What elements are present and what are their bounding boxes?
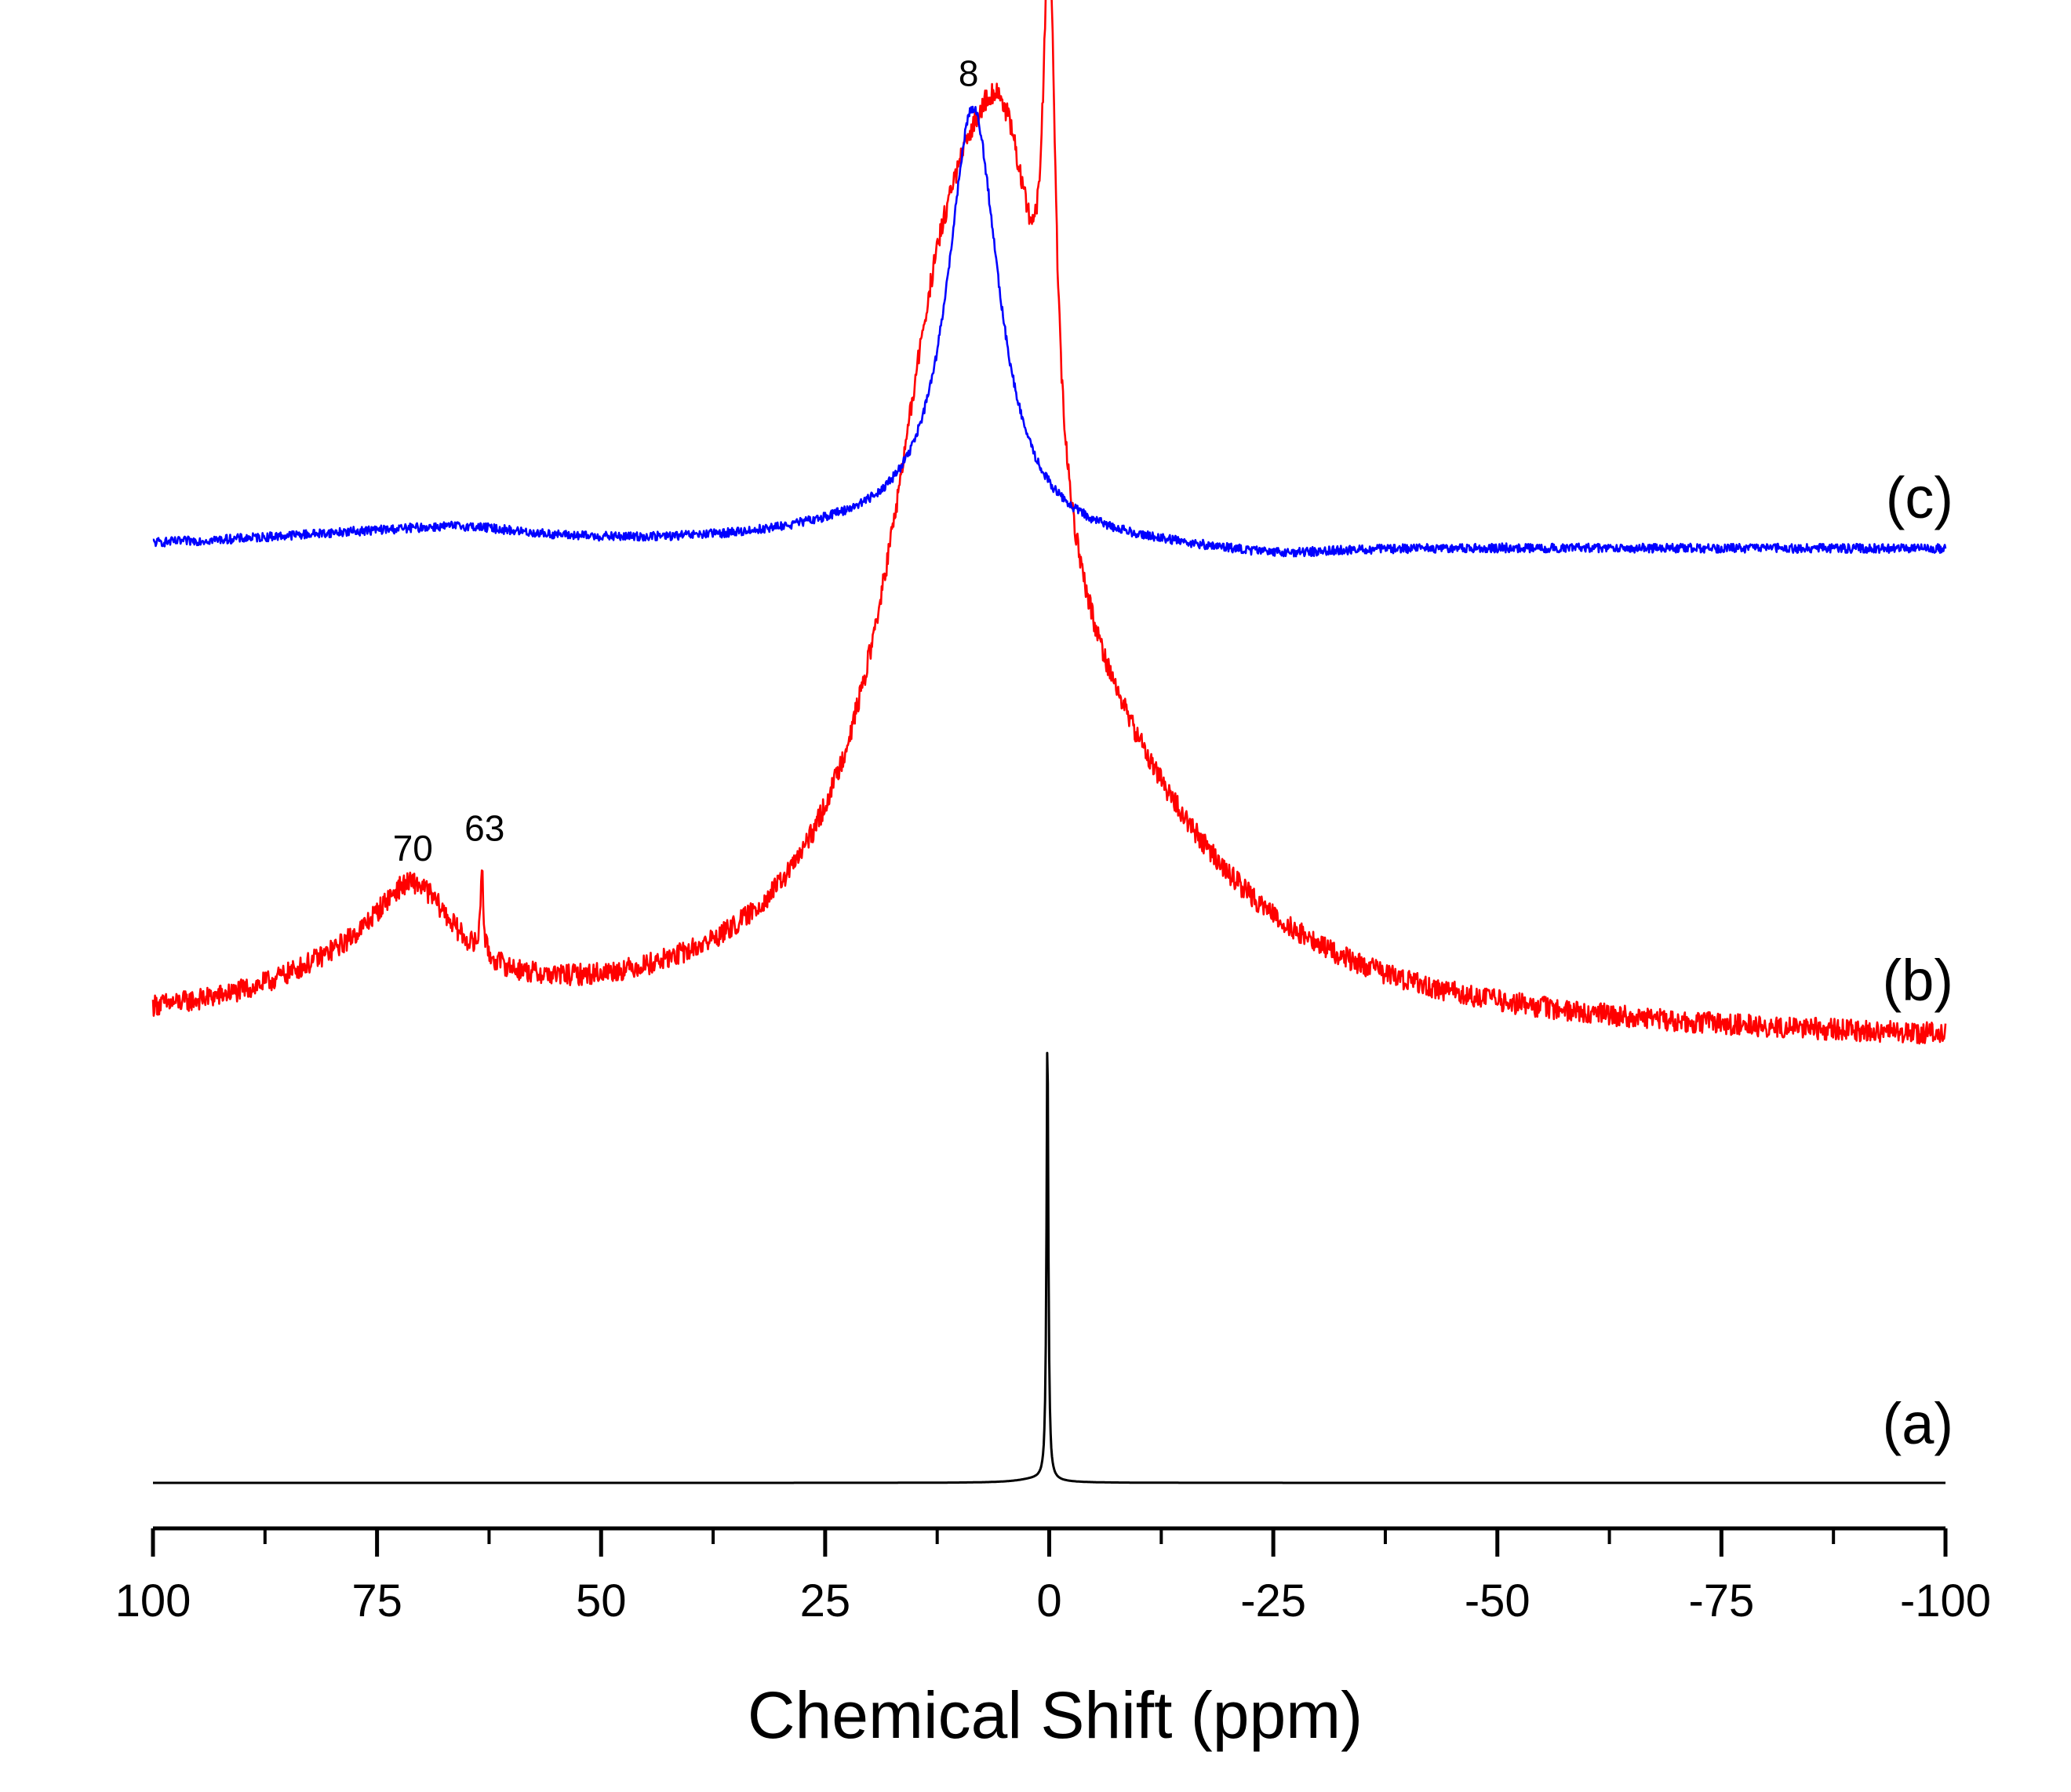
x-tick-label: 0 (1036, 1575, 1061, 1626)
spectrum-traces (151, 0, 1947, 1484)
x-tick-label: -75 (1688, 1575, 1754, 1626)
x-tick-label: 50 (576, 1575, 627, 1626)
peak-label: 8 (959, 53, 979, 93)
x-axis-tick-labels: 100 75 50 25 0 -25 -50 -75 -100 (115, 1575, 1991, 1626)
peak-label: 70 (393, 828, 433, 869)
spectrum-trace-a (152, 1051, 1946, 1484)
spectrum-trace-b (151, 0, 1947, 1045)
series-labels: (a) (b) (c) (1883, 465, 1953, 1456)
peak-label: 63 (464, 807, 504, 848)
x-axis: 100 75 50 25 0 -25 -50 -75 -100 (115, 1526, 1991, 1626)
x-tick-label: -25 (1240, 1575, 1306, 1626)
x-tick-label: 100 (115, 1575, 191, 1626)
series-label-a: (a) (1883, 1391, 1953, 1456)
series-label-b: (b) (1883, 948, 1953, 1013)
x-axis-title: Chemical Shift (ppm) (748, 1678, 1363, 1752)
x-axis-ticks (151, 1528, 1948, 1557)
x-tick-label: -50 (1465, 1575, 1531, 1626)
peak-labels: 706308 (393, 53, 979, 869)
x-tick-label: 75 (351, 1575, 402, 1626)
x-tick-label: -100 (1900, 1575, 1991, 1626)
x-tick-label: 25 (800, 1575, 851, 1626)
series-label-c: (c) (1886, 465, 1953, 530)
spectrum-trace-c (152, 105, 1947, 558)
